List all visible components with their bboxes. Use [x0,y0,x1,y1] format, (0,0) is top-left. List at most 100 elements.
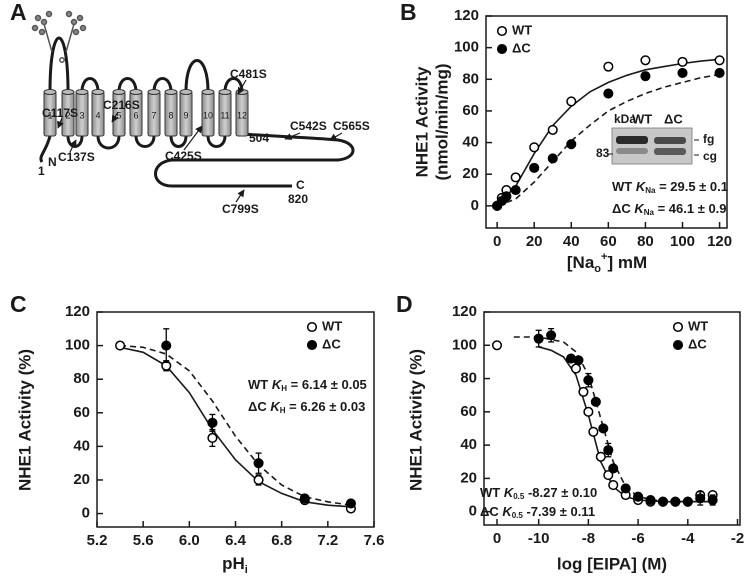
western-blot-inset: kDa WT ΔC 83 fg cg [596,111,717,165]
x-tick-label: 120 [707,233,732,250]
size-marker: 83 [596,146,610,160]
y-tick-label: 60 [462,102,479,119]
fit-curve [120,344,352,506]
y-tick-label: 40 [460,436,477,453]
legend-label: ΔC [322,336,341,351]
x-tick-label: 6.0 [179,532,200,549]
helix-number: 6 [133,110,138,120]
data-point [603,61,614,72]
data-point [253,474,264,486]
y-tick-label: 60 [460,403,477,420]
loop [184,59,210,93]
x-tick-label: -10 [528,530,550,547]
data-point [640,55,651,66]
x-tick-label: 7.6 [364,532,385,549]
loop [134,135,156,148]
data-point [566,96,577,107]
data-point [299,493,310,504]
chart: 0 -10 -8 -6 -4 -2 0 20 40 60 80 100 120 WT ΔC [452,303,744,547]
data-point [207,417,218,428]
y-axis-title: (nmol/min/mg) [432,63,451,180]
data-point [595,451,606,462]
data-point [533,333,544,344]
band [654,137,686,144]
data-point [510,172,521,183]
fit-annotation: ΔC K0.5 -7.39 ± 0.11 [480,504,595,520]
mutation-label: C425S [165,149,202,163]
data-point [573,355,584,366]
data-point [670,496,681,507]
x-axis-title: pHi [222,554,248,575]
x-tick-label: -8 [582,530,595,547]
data-point [161,340,172,351]
loop [96,135,121,150]
data-point [677,56,688,67]
fit-annotation: ΔC KH = 6.26 ± 0.03 [248,399,365,415]
n-terminus [39,135,52,163]
glycosylation [31,10,87,63]
mutation-label: C137S [58,150,95,164]
helix-cap [129,89,143,95]
fit-annotation: WT K0.5 -8.27 ± 0.10 [480,485,597,501]
data-point [677,67,688,79]
fit-annotation: WT KNa = 29.5 ± 0.1 [612,179,728,195]
data-point [529,142,540,153]
data-point [583,375,594,386]
y-tick-label: 20 [460,469,477,486]
y-tick-label: 80 [460,370,477,387]
x-tick-label: 6.4 [225,532,247,549]
data-point [633,491,644,502]
loop [117,77,138,93]
data-point [645,494,656,506]
x-tick-label: -2 [731,530,744,547]
x-axis-title: [Nao+] mM [567,251,647,275]
blot-unit: kDa [614,112,636,126]
fit-curve [513,336,713,503]
helix-cap [43,89,57,95]
y-tick-label: 40 [462,134,479,151]
arrows [57,79,343,203]
helix-number: 8 [168,110,173,120]
data-point [510,184,521,196]
y-tick-label: 100 [65,337,90,354]
legend-label: WT [688,318,708,333]
mutation-label: C799S [222,202,259,216]
data-point [547,153,558,164]
y-tick-label: 120 [452,303,477,320]
panel-label: A [10,0,27,25]
helix-cap [91,89,105,95]
helix-number: 7 [151,110,156,120]
fit-annotation: WT KH = 6.14 ± 0.05 [248,377,367,393]
loop [152,77,173,93]
residue-label: 504 [249,131,269,145]
y-tick-label: 100 [454,39,479,56]
data-point [603,470,614,481]
mutation-label: C117S [42,106,78,120]
helix-cap [147,89,161,95]
y-tick-label: 80 [73,370,90,387]
data-point [491,340,503,351]
x-tick-label: 5.6 [133,532,154,549]
y-tick-label: 120 [454,7,479,24]
y-tick-label: 20 [73,471,90,488]
plot-frame [485,15,728,229]
data-point [657,496,669,507]
terminus-label: N [48,155,57,169]
loop [80,77,100,93]
x-tick-label: 40 [563,233,580,250]
data-point [603,445,614,456]
x-tick-label: -6 [631,530,644,547]
data-point [620,483,631,494]
data-point [546,330,557,341]
chart: 0 20 40 60 80 100 120 0 20 40 60 80 100 120 WT ΔC [454,7,732,250]
y-tick-label: 0 [469,503,477,520]
data-point [115,340,126,351]
data-point [590,396,601,407]
y-tick-label: 60 [73,404,90,421]
data-point [695,493,706,504]
helix-number: 9 [183,110,188,120]
data-point [547,124,558,135]
legend-marker [496,43,508,55]
